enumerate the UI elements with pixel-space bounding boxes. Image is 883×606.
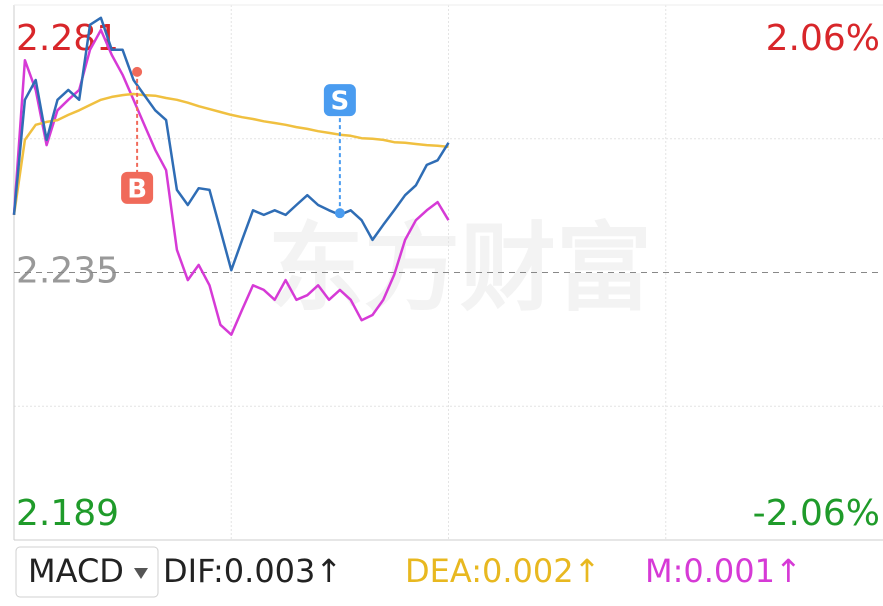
marker-badge xyxy=(323,84,356,117)
y-tick-label: 2.189 xyxy=(16,493,119,534)
marker-dot xyxy=(132,66,143,77)
series-line xyxy=(12,28,450,336)
y-tick-label: 2.235 xyxy=(16,251,119,292)
y-tick-label: 2.281 xyxy=(16,18,119,59)
watermark: 东方财富 xyxy=(268,212,652,324)
dropdown-arrow[interactable] xyxy=(134,568,148,579)
series-line xyxy=(12,92,449,216)
series-line xyxy=(12,16,450,272)
indicator-value: DEA:0.002↑ xyxy=(405,552,600,590)
marker-label: B xyxy=(127,174,147,204)
indicator-value: DIF:0.003↑ xyxy=(163,552,342,590)
selector-box[interactable] xyxy=(15,546,159,598)
y2-tick-label: 2.06% xyxy=(766,18,880,59)
indicator-selector[interactable]: MACD xyxy=(15,546,159,598)
marker-label: S xyxy=(331,87,350,117)
y2-tick-label: -2.06% xyxy=(753,493,880,534)
indicator-name[interactable]: MACD xyxy=(28,552,124,590)
marker-dot xyxy=(334,208,345,219)
marker-badge xyxy=(121,171,154,204)
indicator-value: M:0.001↑ xyxy=(645,552,802,590)
